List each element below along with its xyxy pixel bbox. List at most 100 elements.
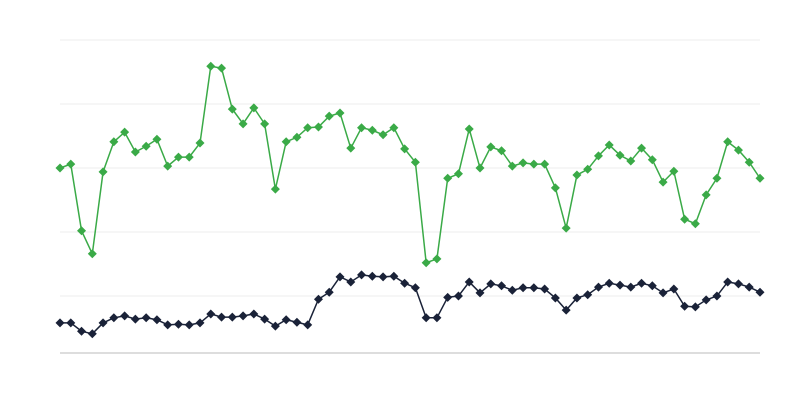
point [195,318,205,328]
point [109,313,119,323]
point [572,293,582,303]
point [550,183,560,193]
point [486,279,496,289]
point [647,281,657,291]
point [733,279,743,289]
point [260,119,270,129]
point [432,313,442,323]
point [270,321,280,331]
point [690,302,700,312]
point [637,278,647,288]
point [550,293,560,303]
point [712,291,722,301]
point [227,104,237,114]
point [497,281,507,291]
point [561,223,571,233]
point [346,143,356,153]
point [77,326,87,336]
point [206,61,216,71]
point [281,315,291,325]
point [572,170,582,180]
point [637,143,647,153]
point [680,301,690,311]
point [152,134,162,144]
point [77,226,87,236]
point [55,163,65,173]
point [324,111,334,121]
point [303,320,313,330]
point [540,284,550,294]
point [561,305,571,315]
point [335,108,345,118]
point [184,152,194,162]
point [378,272,388,282]
point [400,278,410,288]
point [453,291,463,301]
point [540,159,550,169]
point [66,159,76,169]
point [163,320,173,330]
point [464,277,474,287]
point [518,283,528,293]
point [313,122,323,132]
point [421,258,431,268]
point [421,313,431,323]
point [98,318,108,328]
point [130,147,140,157]
point [626,156,636,166]
point [475,288,485,298]
point [141,313,151,323]
point [723,277,733,287]
point [701,295,711,305]
point [658,288,668,298]
point [755,173,765,183]
point [173,152,183,162]
point [195,138,205,148]
point [615,280,625,290]
point [647,155,657,165]
point [583,290,593,300]
point [604,140,614,150]
point [55,318,65,328]
point [173,319,183,329]
point [303,123,313,133]
point [529,283,539,293]
point [507,161,517,171]
point [109,137,119,147]
point [443,173,453,183]
point [249,309,259,319]
point [281,137,291,147]
point [593,151,603,161]
point [141,141,151,151]
point [292,317,302,327]
point [400,144,410,154]
point [432,254,442,264]
point [669,166,679,176]
point [583,164,593,174]
point [184,320,194,330]
point [152,315,162,325]
point [367,125,377,135]
point [367,271,377,281]
point [87,329,97,339]
point [497,146,507,156]
point [206,309,216,319]
point [357,270,367,280]
point [66,318,76,328]
point [744,282,754,292]
point [260,314,270,324]
point [217,312,227,322]
point [723,137,733,147]
point [669,284,679,294]
point [604,278,614,288]
point [163,161,173,171]
point [443,292,453,302]
point [324,287,334,297]
point [733,145,743,155]
point [658,177,668,187]
point [755,287,765,297]
point [680,214,690,224]
point [389,123,399,133]
point [453,169,463,179]
